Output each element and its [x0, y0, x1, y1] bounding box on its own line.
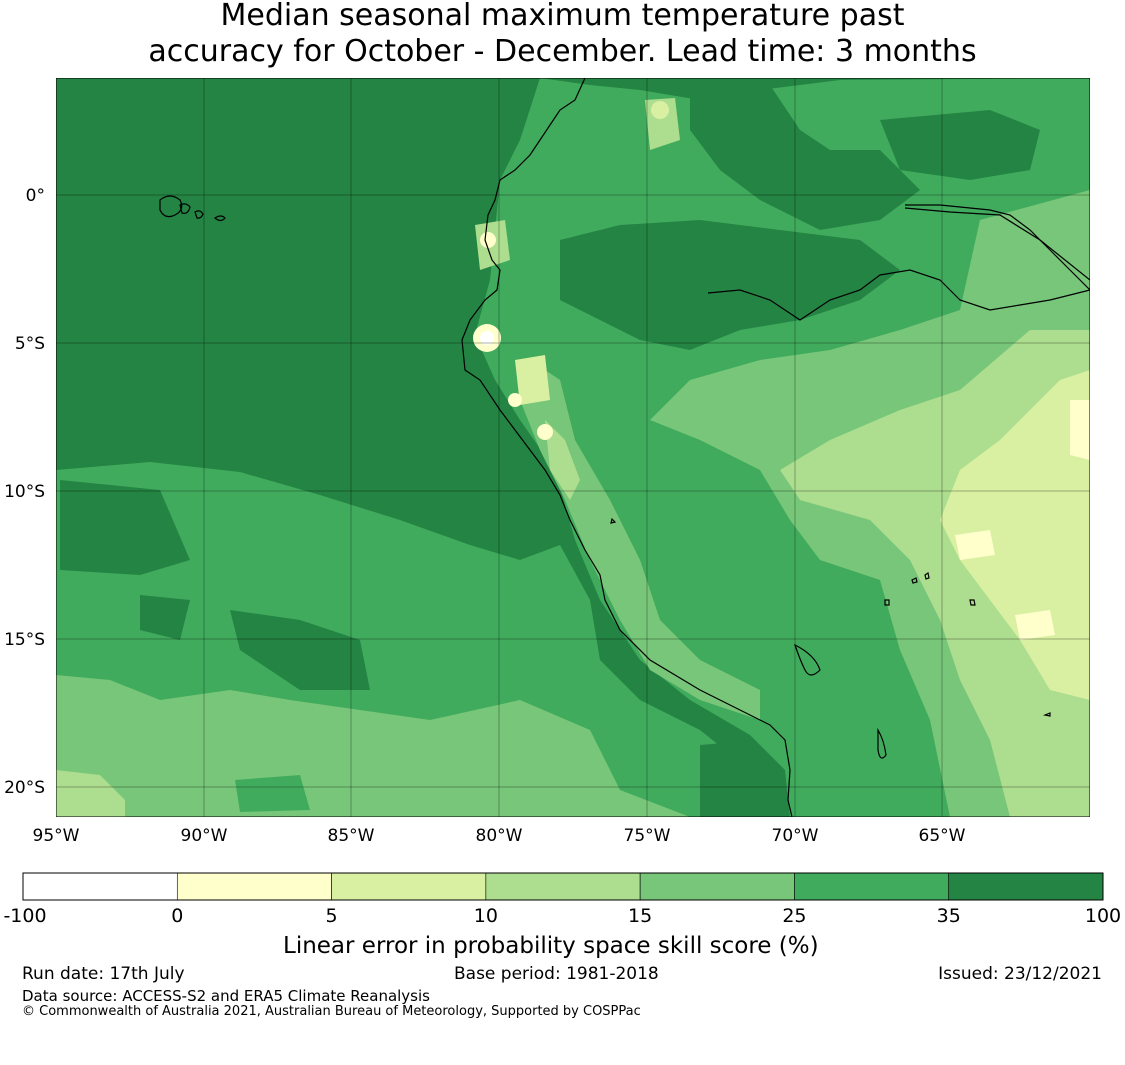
colorbar-label: Linear error in probability space skill … [283, 933, 819, 959]
low-skill-spot-2 [480, 232, 496, 248]
data-source: Data source: ACCESS-S2 and ERA5 Climate … [22, 987, 430, 1005]
colorbar-bin [639, 872, 795, 901]
south-ocean-high-patch [60, 480, 190, 575]
longitude-tick-label: 80°W [476, 826, 523, 846]
longitude-tick-label: 90°W [181, 826, 228, 846]
map-gridlines [56, 78, 1090, 817]
coastal-south-high-patch [700, 740, 790, 817]
colorbar-tick-label: 100 [1085, 905, 1121, 927]
colorbar-bin [948, 872, 1104, 901]
low-skill-spot-4 [508, 393, 522, 407]
colorbar [22, 872, 1104, 901]
land-high-patch-north [690, 85, 920, 230]
latitude-tick-label: 0° [26, 186, 45, 206]
coastline [159, 78, 1090, 817]
copyright-notice: © Commonwealth of Australia 2021, Austra… [22, 1004, 641, 1019]
run-date: Run date: 17th July [22, 964, 185, 984]
low-skill-spot-6 [651, 101, 669, 119]
colorbar-tick-label: 10 [474, 905, 498, 927]
colorbar-tick-labels: -100 0 5 10 15 25 35 100 [3, 905, 1121, 927]
colorbar-bin [22, 872, 178, 901]
colorbar-tick-label: 5 [326, 905, 338, 927]
chart-title-line-1: Median seasonal maximum temperature past [220, 0, 905, 33]
latitude-tick-label: 5°S [15, 334, 45, 354]
land-minimal-skill-patch-3 [1015, 610, 1055, 640]
skill-score-field [56, 78, 1090, 817]
south-ocean-low-band [56, 675, 690, 817]
zero-skill-spot [480, 331, 494, 345]
latitude-tick-label: 20°S [4, 778, 45, 798]
longitude-tick-label: 85°W [328, 826, 375, 846]
colorbar-outline [22, 872, 1104, 901]
colorbar-bin [794, 872, 950, 901]
colorbar-tick-label: 25 [782, 905, 806, 927]
latitude-tick-label: 10°S [4, 482, 45, 502]
south-ocean-high-patch-2 [230, 610, 370, 690]
andes-low-strip [520, 360, 760, 720]
south-ocean-high-patch-3 [140, 595, 190, 640]
longitude-tick-labels: 95°W 90°W 85°W 80°W 75°W 70°W 65°W [33, 826, 966, 846]
colorbar-tick-label: 0 [171, 905, 183, 927]
land-minimal-skill-patch-2 [955, 530, 995, 560]
colorbar-bin [485, 872, 641, 901]
low-skill-spot-3 [524, 366, 542, 384]
south-ocean-lower-patch [56, 770, 125, 817]
latitude-tick-labels: 0° 5°S 10°S 15°S 20°S [4, 186, 45, 798]
latitude-tick-label: 15°S [4, 630, 45, 650]
longitude-tick-label: 70°W [772, 826, 819, 846]
andes-lower-strip [545, 420, 580, 500]
chart-title-line-2: accuracy for October - December. Lead ti… [148, 34, 977, 69]
south-ocean-moderate-patch [235, 775, 310, 812]
low-skill-spot-5 [537, 424, 553, 440]
colorbar-tick-label: 35 [937, 905, 961, 927]
colorbar-tick-label: 15 [628, 905, 652, 927]
colorbar-tick-label: -100 [3, 905, 46, 927]
issued-date: Issued: 23/12/2021 [938, 964, 1102, 984]
land-minimal-skill-patch [1070, 400, 1090, 460]
colorbar-bin [331, 872, 487, 901]
land-high-patch-center [560, 220, 900, 350]
land-lowest-region-east [940, 370, 1090, 700]
land-high-patch-east [880, 110, 1040, 180]
colorbar-bin [176, 872, 332, 901]
longitude-tick-label: 75°W [624, 826, 671, 846]
longitude-tick-label: 65°W [919, 826, 966, 846]
base-period: Base period: 1981-2018 [454, 964, 659, 984]
longitude-tick-label: 95°W [33, 826, 80, 846]
